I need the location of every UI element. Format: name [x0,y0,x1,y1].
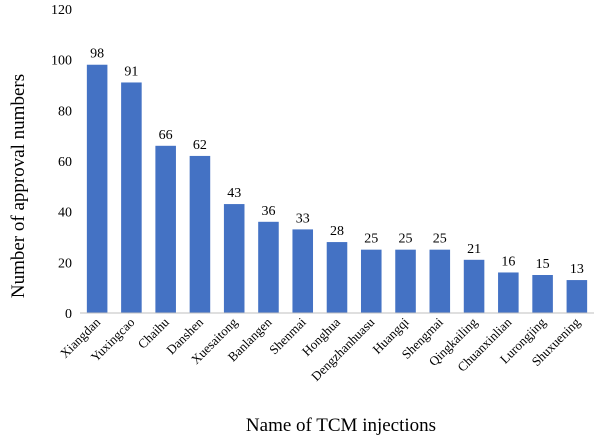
y-tick-label: 80 [58,104,72,119]
y-tick-label: 120 [51,3,72,18]
bar [223,204,245,313]
bar [566,280,588,313]
bar [326,242,348,313]
data-label: 25 [364,232,378,247]
y-tick-label: 20 [58,256,72,271]
x-axis-title: Name of TCM injections [246,415,436,436]
bar [360,249,382,313]
bars [86,64,588,313]
data-label: 62 [193,138,207,153]
y-tick-label: 100 [51,54,72,69]
bar [86,64,108,313]
bar [532,275,553,313]
y-axis-ticks: 0 20 40 60 80 100 120 [51,3,72,322]
data-label: 15 [536,257,550,272]
bar [155,145,176,313]
data-label: 98 [90,47,104,62]
data-label: 13 [570,262,584,277]
y-tick-label: 0 [65,307,72,322]
bar [395,249,416,313]
y-axis-title: Number of approval numbers [8,74,29,298]
bar [258,221,279,313]
data-label: 25 [433,232,447,247]
data-label: 36 [261,204,275,219]
y-tick-label: 40 [58,206,72,221]
x-axis-tick-labels: XiangdanYuxingcaoChaihuDanshenXuesaitong… [57,314,583,384]
bar [463,259,485,313]
bar [292,229,314,313]
bar [498,272,519,313]
bar [429,249,451,313]
y-tick-label: 60 [58,155,72,170]
bar [189,155,211,313]
bar [121,82,142,313]
data-label: 91 [124,64,138,79]
data-label: 21 [467,242,481,257]
data-label: 33 [296,211,310,226]
data-labels: 98 91 66 62 43 36 33 28 25 25 25 21 16 15 13 [90,47,584,277]
data-label: 43 [227,186,241,201]
data-label: 66 [159,128,173,143]
data-label: 16 [501,254,515,269]
data-label: 25 [399,232,413,247]
data-label: 28 [330,224,344,239]
